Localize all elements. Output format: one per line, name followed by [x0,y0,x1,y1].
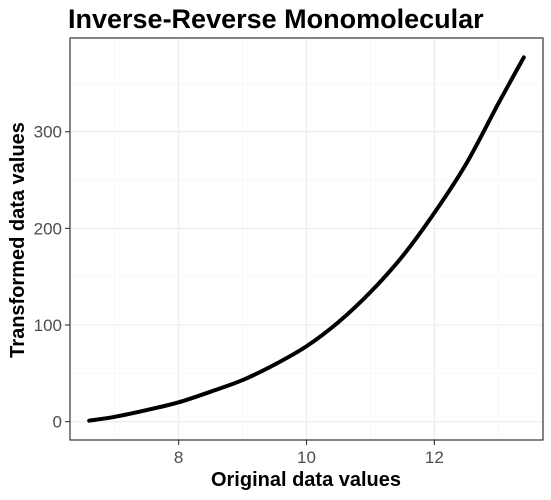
chart-title: Inverse-Reverse Monomolecular [68,4,484,34]
grid-major [70,38,543,440]
y-tick-label-3: 300 [34,123,62,142]
y-tick-label-0: 0 [53,413,62,432]
series-layer [87,55,526,423]
plot-panel [69,37,544,441]
x-axis: 8 10 12 [174,440,444,467]
x-tick-label-1: 10 [297,448,316,467]
y-axis-title: Transformed data values [7,122,29,358]
y-tick-label-2: 200 [34,219,62,238]
series-line-0 [87,55,526,423]
x-axis-title: Original data values [211,469,401,491]
x-tick-label-0: 8 [174,448,183,467]
y-axis: 0 100 200 300 [34,123,70,432]
y-tick-label-1: 100 [34,316,62,335]
x-tick-label-2: 12 [425,448,444,467]
